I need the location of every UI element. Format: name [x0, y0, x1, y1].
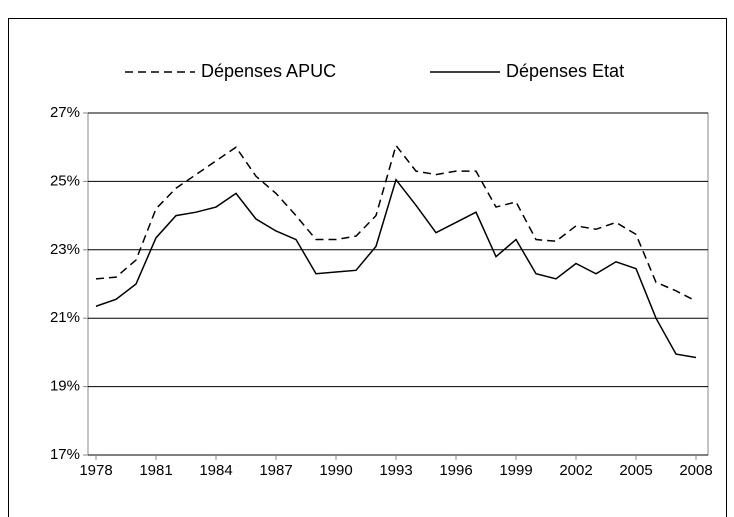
x-tick-label: 1996	[439, 462, 472, 479]
x-tick-label: 2005	[619, 462, 652, 479]
x-tick-label: 2008	[679, 462, 712, 479]
series-line	[95, 143, 697, 302]
x-tick-label: 2002	[559, 462, 592, 479]
legend-label: Dépenses Etat	[506, 61, 624, 81]
legend-label: Dépenses APUC	[201, 61, 336, 81]
x-tick-label: 1993	[379, 462, 412, 479]
y-tick-label: 17%	[50, 446, 80, 463]
y-tick-label: 19%	[50, 378, 80, 395]
x-tick-label: 1999	[499, 462, 532, 479]
x-tick-label: 1981	[139, 462, 172, 479]
plot-area	[87, 112, 709, 456]
x-tick-label: 1978	[79, 462, 112, 479]
y-tick-label: 25%	[50, 172, 80, 189]
x-tick-label: 1984	[199, 462, 232, 479]
series-line	[95, 178, 697, 359]
frame	[8, 18, 727, 517]
y-tick-label: 23%	[50, 241, 80, 258]
y-tick-label: 27%	[50, 104, 80, 121]
x-tick-label: 1990	[319, 462, 352, 479]
y-tick-label: 21%	[50, 309, 80, 326]
x-tick-label: 1987	[259, 462, 292, 479]
